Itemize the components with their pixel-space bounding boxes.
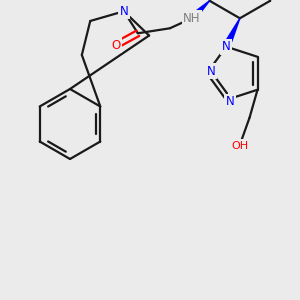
Text: OH: OH <box>231 141 248 151</box>
Text: N: N <box>222 40 231 53</box>
Text: N: N <box>226 95 235 108</box>
Polygon shape <box>189 1 210 21</box>
Polygon shape <box>223 18 240 48</box>
Text: N: N <box>206 65 215 78</box>
Text: NH: NH <box>183 12 201 25</box>
Text: N: N <box>119 5 128 18</box>
Text: O: O <box>111 39 121 52</box>
